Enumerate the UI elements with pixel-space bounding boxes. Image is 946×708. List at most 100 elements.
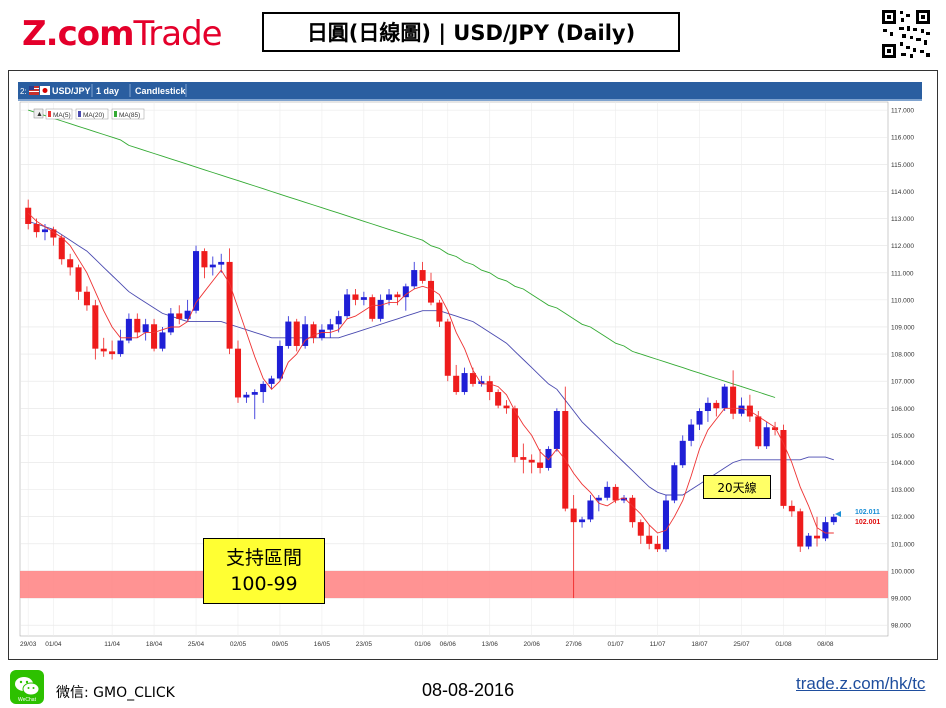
candle (58, 234, 65, 265)
y-tick-label: 109.000 (891, 324, 915, 331)
candle (302, 316, 309, 349)
ma20-line (28, 220, 834, 496)
candle-body (167, 313, 174, 333)
candle-body (612, 486, 619, 501)
candle (570, 495, 577, 599)
candle (830, 514, 837, 525)
candle (226, 248, 233, 355)
candle (537, 448, 544, 474)
candle-body (83, 291, 90, 306)
candle-body (142, 324, 149, 333)
plot-area (19, 101, 889, 637)
legend-toggle-icon[interactable] (33, 108, 44, 119)
candle-body (33, 223, 40, 233)
candle-body (117, 340, 124, 355)
candle (654, 535, 661, 552)
candle-body (67, 259, 74, 268)
interval-label[interactable]: 1 day (96, 86, 119, 96)
candle-body (234, 348, 242, 398)
candle-body (688, 424, 695, 441)
candle-body (419, 270, 426, 281)
candle (293, 318, 300, 352)
candle (738, 397, 745, 417)
ma20-path (28, 220, 834, 496)
candle-body (478, 381, 485, 384)
candle (772, 421, 779, 436)
candle-body (537, 462, 544, 468)
candle (713, 400, 720, 417)
page-title: 日圓(日線圖) | USD/JPY (Daily) (262, 12, 680, 52)
candle-body (511, 408, 518, 458)
candle-body (369, 297, 376, 319)
candle (176, 305, 183, 325)
ma85-line (28, 109, 776, 398)
candle (92, 299, 99, 360)
candle-body (780, 429, 787, 506)
candle-body (763, 427, 770, 447)
y-tick-label: 115.000 (891, 162, 914, 169)
candle-body (360, 297, 367, 300)
candle-body (553, 411, 560, 449)
candle (780, 424, 787, 509)
x-tick-label: 11/07 (650, 641, 666, 648)
candle (268, 375, 275, 390)
x-tick-label: 25/07 (733, 641, 750, 648)
candle (805, 532, 812, 550)
candle-body (327, 324, 334, 330)
x-tick-label: 02/05 (230, 641, 247, 648)
candle-body (495, 392, 502, 406)
candle (117, 329, 124, 357)
candle (251, 389, 258, 420)
candle-body (520, 457, 527, 460)
x-tick-label: 23/05 (356, 641, 373, 648)
x-tick-label: 27/06 (566, 641, 583, 648)
candle-body (503, 405, 510, 409)
candle-body (268, 378, 275, 384)
footer-url-link[interactable]: trade.z.com/hk/tc (796, 674, 926, 693)
candle-body (251, 392, 258, 395)
candle (620, 495, 628, 504)
candle-body (260, 383, 267, 393)
symbol-label[interactable]: USD/JPY (52, 86, 91, 96)
candle-body (100, 348, 107, 352)
candle-body (788, 505, 795, 512)
style-label[interactable]: Candlestick (135, 86, 187, 96)
candle (478, 375, 485, 387)
candle (763, 421, 770, 449)
candle (25, 199, 32, 230)
candle (243, 392, 250, 403)
support-note-line2: 100-99 (230, 573, 298, 595)
candle (444, 318, 451, 382)
candle (134, 313, 141, 338)
x-tick-label: 11/04 (104, 641, 120, 648)
candles (25, 199, 837, 599)
candle-body (604, 486, 611, 498)
candle (377, 294, 384, 322)
candle-body (772, 427, 779, 430)
candle-body (570, 508, 577, 523)
candle (788, 500, 795, 517)
candle (486, 375, 493, 401)
candle-body (218, 261, 225, 265)
candle (662, 495, 669, 552)
candle (109, 340, 116, 360)
y-tick-label: 105.000 (891, 433, 915, 440)
candle-body (335, 316, 342, 325)
wechat-icon[interactable]: WeChat (10, 670, 44, 704)
y-tick-label: 110.000 (891, 297, 914, 304)
y-tick-label: 101.000 (891, 541, 915, 548)
candle-body (453, 375, 460, 393)
candle-body (469, 373, 476, 384)
qr-code-icon (880, 8, 932, 60)
wechat-label: 微信: GMO_CLICK (56, 685, 175, 701)
candle (730, 370, 737, 420)
y-tick-label: 103.000 (891, 487, 915, 494)
candle (310, 321, 317, 344)
last-price-labels: 102.011 102.001 (835, 509, 880, 526)
legend-ma20: MA(20) (83, 112, 104, 119)
footer-date: 08-08-2016 (422, 680, 515, 700)
candle (260, 381, 267, 403)
candle (285, 316, 292, 349)
candle-body (193, 251, 200, 311)
candle-body (713, 402, 720, 409)
